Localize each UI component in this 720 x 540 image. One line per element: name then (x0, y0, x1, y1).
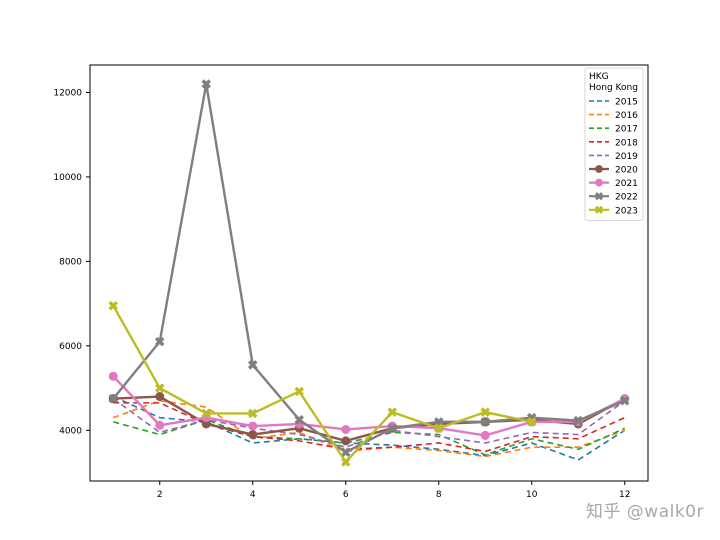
series-line-2022 (112, 83, 626, 454)
data-point-2023-9 (480, 407, 491, 418)
legend-label-2017: 2017 (615, 125, 638, 135)
data-point-2022-7 (387, 423, 398, 434)
series-line-2016 (112, 399, 626, 458)
data-point-2023-8 (433, 423, 444, 434)
x-tick-label-12: 12 (619, 490, 630, 500)
legend-marker-2020 (595, 165, 603, 173)
series-line-2021 (112, 375, 626, 437)
plot-area (90, 65, 648, 481)
legend-label-2022: 2022 (615, 193, 638, 203)
series-line-2015 (112, 395, 626, 461)
axes-layer: 2 4 6 8 10 12 4000 6000 8000 10000 12000 (53, 64, 649, 500)
legend-label-2019: 2019 (615, 152, 638, 162)
legend-label-2015: 2015 (615, 98, 638, 108)
data-point-2023-2 (154, 383, 165, 393)
data-point-2020-4 (248, 430, 258, 440)
y-tick-label-4000: 4000 (59, 426, 82, 436)
legend-label-2016: 2016 (615, 111, 638, 121)
data-point-2023-6 (340, 457, 351, 467)
data-point-2023-3 (201, 408, 212, 419)
data-point-2022-2 (154, 336, 165, 347)
data-point-2023-7 (387, 407, 398, 418)
x-tick-label-6: 6 (343, 490, 349, 500)
x-tick-label-4: 4 (250, 490, 256, 500)
data-point-2023-4 (247, 408, 258, 419)
data-point-2023-1 (108, 300, 119, 311)
y-tick-label-12000: 12000 (53, 88, 82, 98)
data-point-2021-1 (108, 371, 118, 381)
series-layer (108, 79, 630, 467)
series-line-2023 (112, 305, 532, 464)
x-tick-label-2: 2 (157, 490, 163, 500)
legend-label-2023: 2023 (615, 206, 638, 216)
data-point-2022-5 (294, 414, 305, 425)
y-tick-label-6000: 6000 (59, 342, 82, 352)
data-point-2023-10 (526, 417, 537, 427)
watermark-text: 知乎 @walk0r (585, 502, 704, 522)
legend-marker-2022 (594, 192, 604, 201)
data-point-2022-4 (247, 360, 258, 370)
y-tick-label-8000: 8000 (59, 257, 82, 267)
legend-marker-2021 (595, 178, 603, 187)
legend-title-line-1: HKG (589, 72, 609, 82)
data-point-2023-5 (294, 386, 305, 397)
axes-frame (89, 64, 649, 482)
legend-title-line-2: Hong Kong (589, 83, 638, 93)
data-point-2020-6 (341, 436, 351, 446)
legend-label-2021: 2021 (615, 179, 638, 189)
data-point-2022-11 (573, 415, 584, 426)
y-tick-label-10000: 10000 (53, 173, 82, 183)
x-tick-label-10: 10 (526, 490, 538, 500)
legend-label-2020: 2020 (615, 166, 638, 176)
data-point-2021-2 (155, 420, 165, 430)
series-line-2018 (113, 402, 626, 453)
legend-marker-2023 (594, 205, 604, 214)
data-point-2021-6 (341, 424, 351, 434)
data-point-2021-9 (480, 430, 490, 440)
data-point-2021-4 (248, 421, 258, 431)
legend-label-2018: 2018 (615, 138, 638, 148)
data-point-2022-1 (108, 393, 119, 404)
data-point-2020-2 (155, 392, 165, 402)
x-tick-label-8: 8 (436, 490, 442, 500)
data-point-2022-3 (201, 79, 212, 89)
data-point-2022-12 (619, 395, 630, 406)
data-point-2022-9 (480, 417, 491, 427)
